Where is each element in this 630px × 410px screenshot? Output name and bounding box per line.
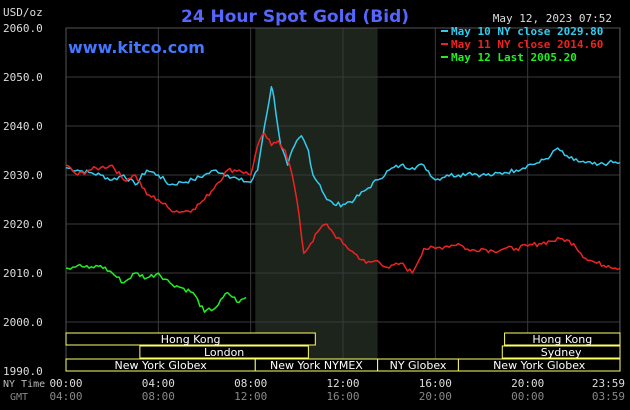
x-axis-label-ny: NY Time	[3, 379, 45, 390]
y-tick-label: 2010.0	[3, 267, 43, 280]
x-tick-label-gmt: 16:00	[326, 390, 359, 403]
x-tick-label-ny: 12:00	[326, 377, 359, 390]
x-tick-label-gmt: 03:59	[592, 390, 625, 403]
x-tick-label-gmt: 04:00	[49, 390, 82, 403]
y-tick-labels: 2060.0 2050.0 2040.0 2030.0 2020.0 2010.0 2000…	[3, 22, 43, 378]
y-tick-label: 2020.0	[3, 218, 43, 231]
y-tick-label: 1990.0	[3, 365, 43, 378]
session-bar	[139, 345, 309, 359]
y-tick-label: 2050.0	[3, 71, 43, 84]
session-label: New York Globex	[493, 359, 586, 372]
session-bar	[65, 332, 316, 346]
session-bar	[501, 345, 621, 359]
x-tick-label-gmt: 20:00	[419, 390, 452, 403]
grid	[65, 27, 621, 372]
y-tick-label: 2060.0	[3, 22, 43, 35]
x-tick-label-ny: 08:00	[234, 377, 267, 390]
x-tick-label-ny: 20:00	[511, 377, 544, 390]
session-label: NY Globex	[390, 359, 447, 372]
x-axis-label-gmt: GMT	[10, 392, 28, 403]
y-tick-label: 2000.0	[3, 316, 43, 329]
session-bar	[457, 358, 621, 372]
series-line-3	[65, 263, 247, 313]
chart-title: 24 Hour Spot Gold (Bid)	[181, 7, 409, 27]
watermark-url: www.kitco.com	[68, 38, 205, 57]
y-tick-label: 2030.0	[3, 169, 43, 182]
nymex-shaded-region	[255, 28, 378, 371]
session-label: Hong Kong	[161, 333, 221, 346]
legend-entry: May 11 NY close 2014.60	[451, 38, 603, 51]
x-tick-label-gmt: 08:00	[142, 390, 175, 403]
legend-entry: May 12 Last 2005.20	[451, 51, 577, 64]
x-tick-label-ny: 23:59	[592, 377, 625, 390]
x-tick-label-ny: 04:00	[142, 377, 175, 390]
shaded-session-band	[255, 28, 378, 371]
x-tick-label-ny: 00:00	[49, 377, 82, 390]
y-tick-label: 2040.0	[3, 120, 43, 133]
session-label: New York NYMEX	[270, 359, 363, 372]
session-bar	[504, 332, 621, 346]
series-line-2	[65, 132, 621, 274]
series-line-1	[65, 86, 621, 208]
session-label: Sydney	[541, 346, 582, 359]
x-tick-label-ny: 16:00	[419, 377, 452, 390]
series-lines	[65, 86, 621, 313]
y-axis-unit: USD/oz	[3, 6, 43, 19]
session-label: New York Globex	[115, 359, 208, 372]
x-tick-labels: 00:0004:0004:0008:0008:0012:0012:0016:00…	[49, 377, 625, 403]
timestamp: May 12, 2023 07:52	[493, 12, 612, 25]
session-label: Hong Kong	[532, 333, 592, 346]
session-label: London	[204, 346, 244, 359]
legend-entry: May 10 NY close 2029.80	[451, 25, 603, 38]
x-tick-label-gmt: 00:00	[511, 390, 544, 403]
x-tick-label-gmt: 12:00	[234, 390, 267, 403]
